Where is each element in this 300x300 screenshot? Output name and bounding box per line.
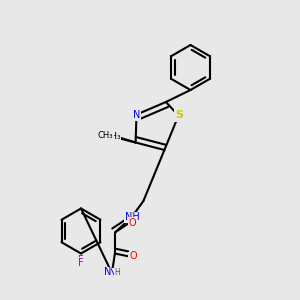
Text: F: F: [78, 257, 84, 268]
Text: H: H: [103, 268, 110, 278]
Text: NH: NH: [125, 212, 140, 223]
Text: NH: NH: [125, 212, 140, 223]
Text: CH₃: CH₃: [98, 131, 113, 140]
Text: N: N: [133, 110, 140, 120]
Text: CH₃: CH₃: [104, 132, 121, 141]
Text: N: N: [133, 110, 140, 120]
Text: F: F: [78, 255, 84, 265]
Text: O: O: [129, 251, 137, 261]
Text: O: O: [128, 218, 135, 229]
Text: O: O: [128, 251, 136, 262]
Text: N: N: [103, 267, 111, 278]
Text: S: S: [175, 110, 183, 121]
Text: S: S: [175, 110, 182, 121]
Text: O: O: [128, 218, 136, 228]
Text: N: N: [109, 268, 116, 278]
Text: H: H: [114, 268, 120, 277]
